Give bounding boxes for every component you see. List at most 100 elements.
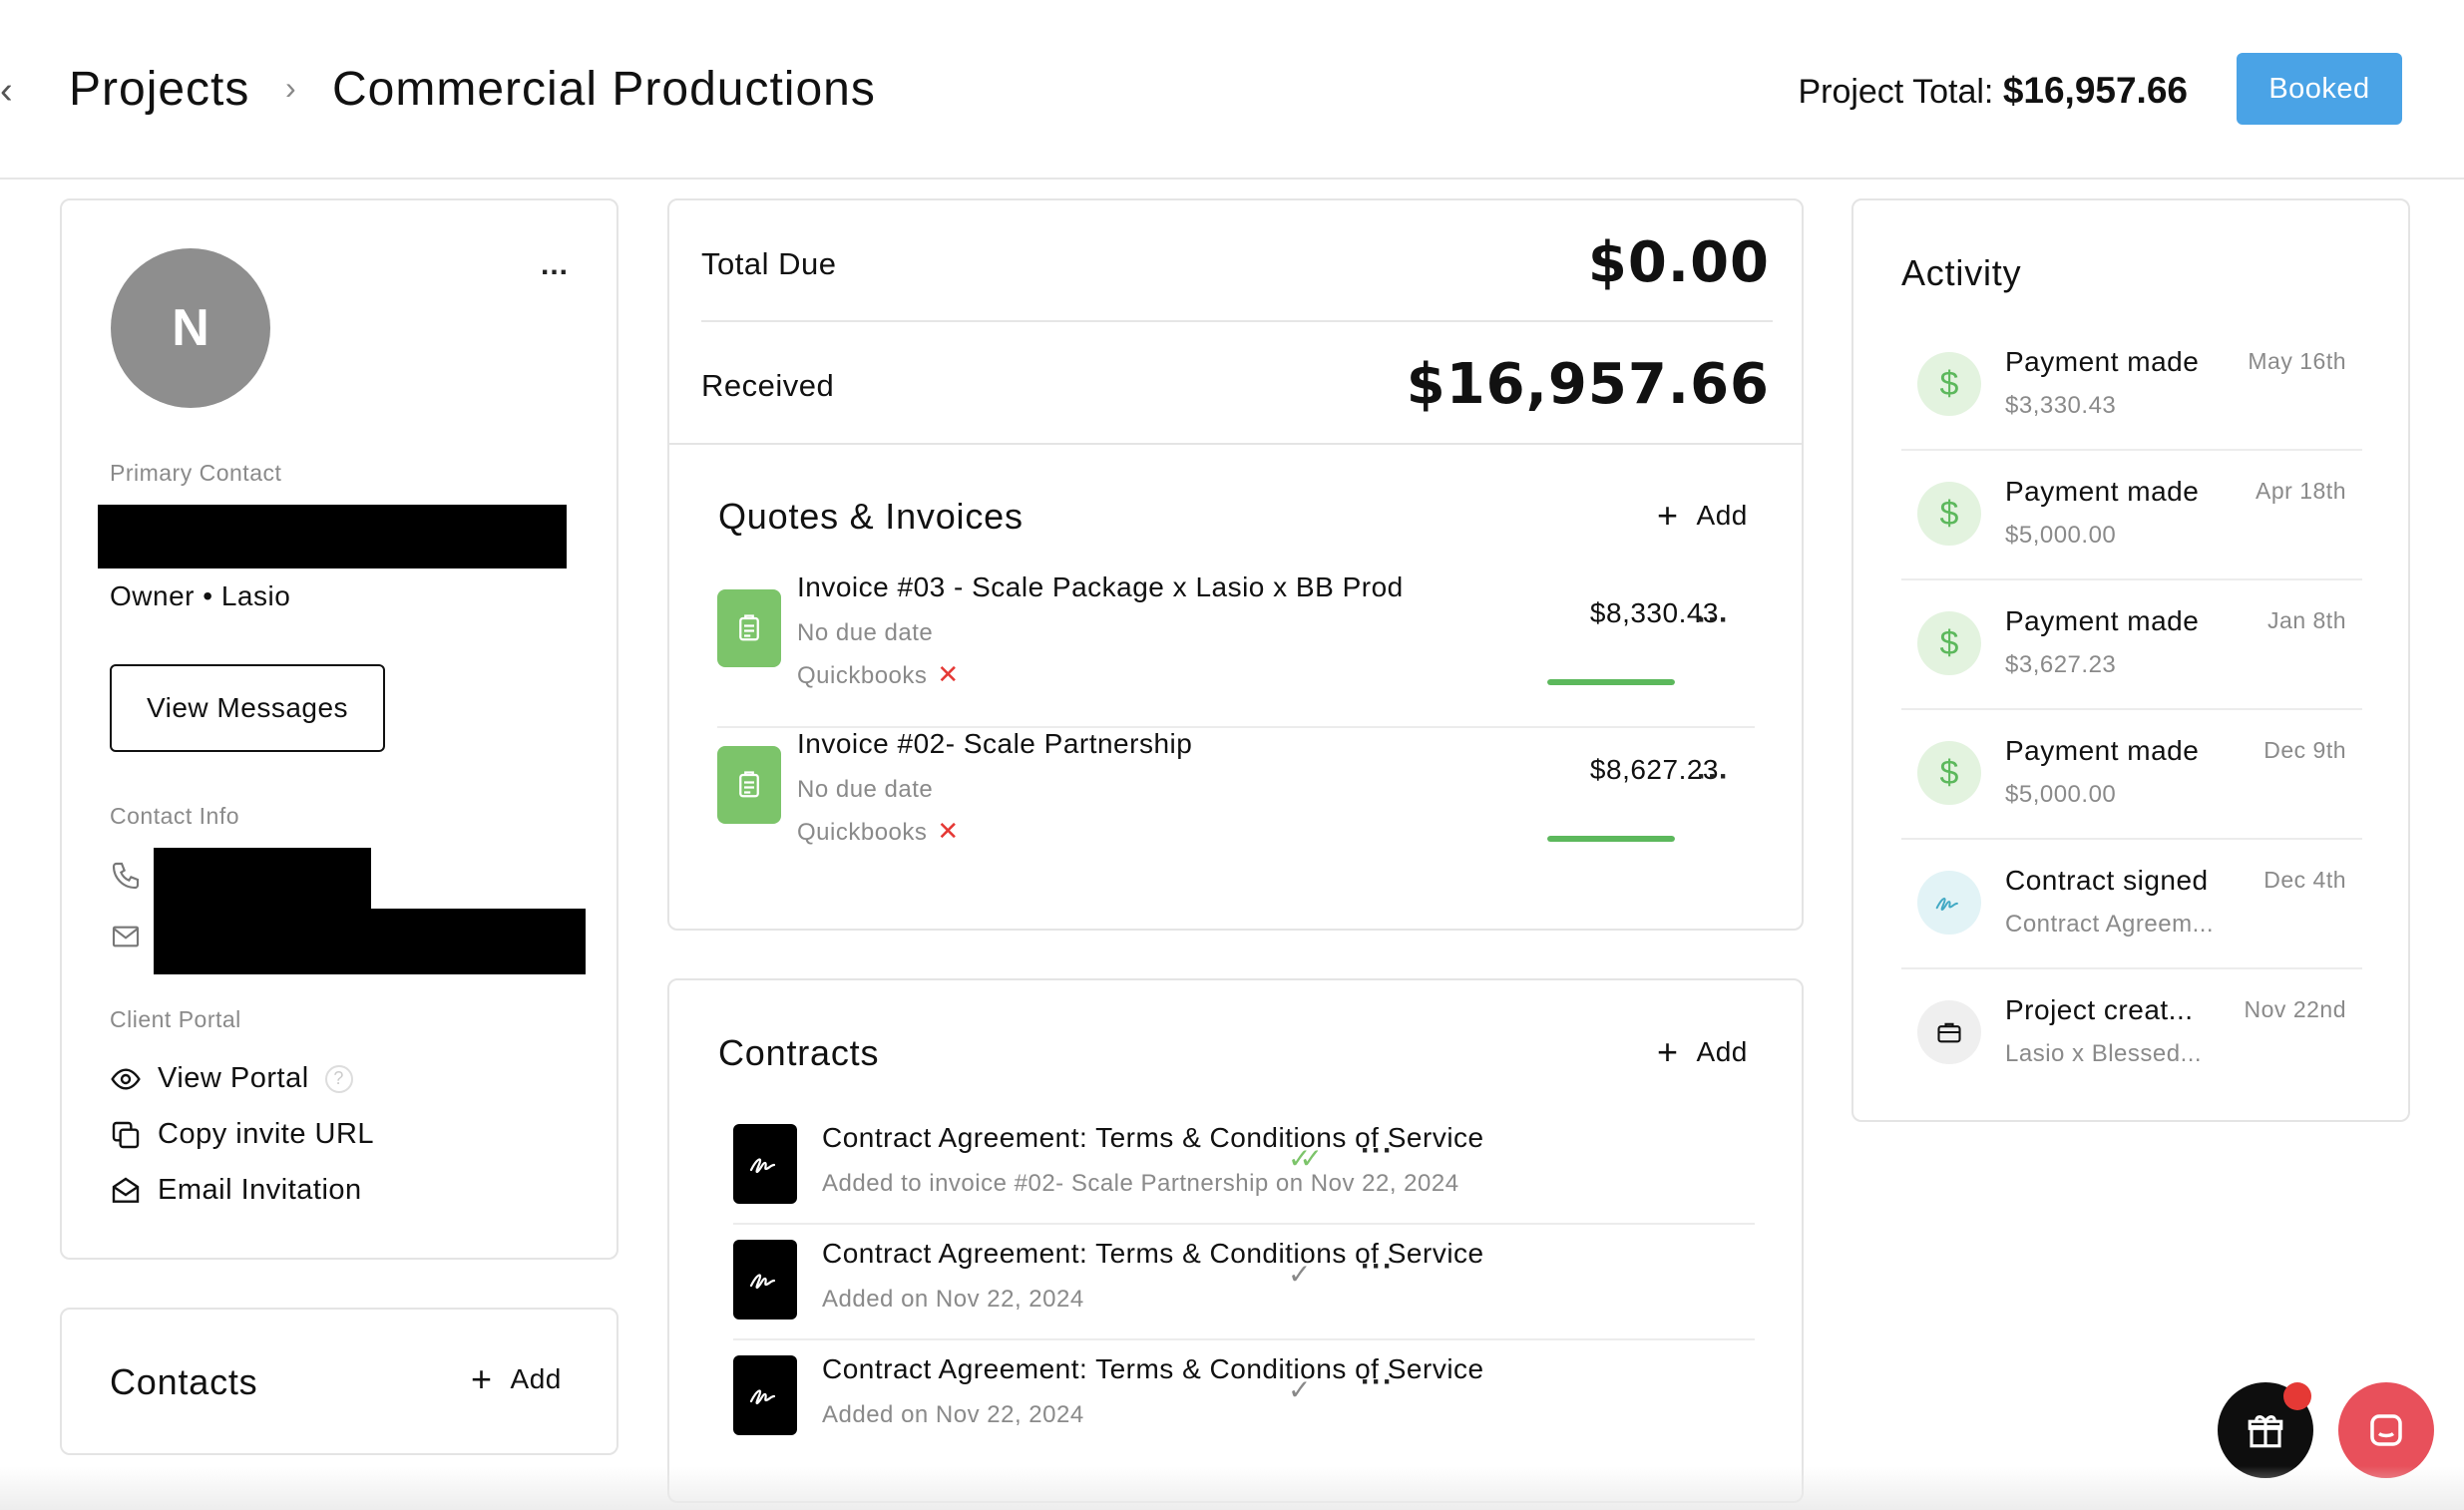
activity-item[interactable]: $ Payment made $3,330.43 May 16th xyxy=(1901,336,2362,466)
contract-more-button[interactable]: ··· xyxy=(1361,1250,1394,1283)
add-invoice-button[interactable]: + Add xyxy=(1657,498,1748,534)
quickbooks-label: Quickbooks xyxy=(797,662,928,689)
plus-icon: + xyxy=(1657,1031,1679,1072)
activity-item[interactable]: $ Payment made $5,000.00 Dec 9th xyxy=(1901,725,2362,855)
chat-button[interactable] xyxy=(2338,1382,2434,1478)
invoice-more-button[interactable]: ··· xyxy=(1697,603,1730,636)
activity-item[interactable]: Project creat... Lasio x Blessed... Nov … xyxy=(1901,984,2362,1114)
signature-icon xyxy=(733,1124,797,1204)
contacts-card: Contacts + Add xyxy=(60,1308,618,1455)
view-portal-link[interactable]: View Portal ? xyxy=(110,1062,353,1095)
add-contract-label: Add xyxy=(1696,1036,1748,1067)
contracts-card: Contracts + Add Contract Agreement: Term… xyxy=(667,978,1804,1503)
help-icon[interactable]: ? xyxy=(324,1064,353,1093)
invoice-progress-fill xyxy=(1547,679,1675,685)
close-icon: ✕ xyxy=(937,659,960,689)
divider xyxy=(1901,967,2362,969)
project-total-label: Project Total: xyxy=(1798,73,1994,111)
back-chevron-icon[interactable]: ‹ xyxy=(0,70,13,112)
signature-icon xyxy=(1917,871,1981,935)
activity-subtitle: $5,000.00 xyxy=(2005,781,2117,808)
primary-contact-label: Primary Contact xyxy=(110,460,282,486)
mail-icon xyxy=(110,921,142,957)
project-total-value: $16,957.66 xyxy=(2002,70,2188,111)
add-contact-button[interactable]: + Add xyxy=(471,1361,562,1397)
client-more-button[interactable]: ... xyxy=(541,248,570,281)
contract-more-button[interactable]: ··· xyxy=(1361,1365,1394,1398)
chat-icon xyxy=(2370,1414,2402,1446)
activity-item[interactable]: $ Payment made $3,627.23 Jan 8th xyxy=(1901,595,2362,725)
client-card: N ... Primary Contact Owner • Lasio View… xyxy=(60,198,618,1260)
briefcase-icon xyxy=(1917,1000,1981,1064)
email-invitation-label: Email Invitation xyxy=(158,1174,362,1206)
received-value: $16,957.66 xyxy=(1406,352,1770,417)
contract-row[interactable]: Contract Agreement: Terms & Conditions o… xyxy=(733,1353,1755,1465)
contract-row[interactable]: Contract Agreement: Terms & Conditions o… xyxy=(733,1238,1755,1349)
contract-title[interactable]: Contract Agreement: Terms & Conditions o… xyxy=(822,1238,1484,1269)
activity-subtitle: Contract Agreem... xyxy=(2005,911,2215,938)
divider xyxy=(1901,838,2362,840)
email-redacted xyxy=(154,909,586,974)
close-icon: ✕ xyxy=(937,816,960,846)
email-invitation-link[interactable]: Email Invitation xyxy=(110,1174,362,1207)
check-icon: ✓ xyxy=(1288,1259,1312,1290)
contact-info-label: Contact Info xyxy=(110,803,240,829)
eye-icon xyxy=(111,1067,141,1090)
divider xyxy=(1901,708,2362,710)
gift-button[interactable] xyxy=(2218,1382,2313,1478)
activity-subtitle: $5,000.00 xyxy=(2005,522,2117,549)
plus-icon: + xyxy=(471,1358,493,1399)
activity-title-text: Payment made xyxy=(2005,476,2200,507)
breadcrumb-chevron-icon: › xyxy=(285,70,296,106)
invoice-title[interactable]: Invoice #02- Scale Partnership xyxy=(797,728,1193,759)
activity-date: Nov 22nd xyxy=(2244,996,2346,1022)
invoice-due: No due date xyxy=(797,619,934,646)
activity-date: Dec 9th xyxy=(2263,737,2346,763)
divider xyxy=(701,320,1773,322)
activity-date: Dec 4th xyxy=(2263,867,2346,893)
gift-icon xyxy=(2248,1415,2283,1448)
activity-title-text: Payment made xyxy=(2005,735,2200,766)
copy-invite-url-link[interactable]: Copy invite URL xyxy=(110,1118,374,1151)
divider xyxy=(669,443,1802,445)
activity-title-text: Payment made xyxy=(2005,605,2200,636)
invoice-row[interactable]: Invoice #03 - Scale Package x Lasio x BB… xyxy=(717,571,1755,727)
contract-subtitle: Added to invoice #02- Scale Partnership … xyxy=(822,1170,1459,1197)
activity-item[interactable]: Contract signed Contract Agreem... Dec 4… xyxy=(1901,855,2362,984)
contract-row[interactable]: Contract Agreement: Terms & Conditions o… xyxy=(733,1122,1755,1234)
signature-icon xyxy=(733,1240,797,1320)
view-messages-button[interactable]: View Messages xyxy=(110,664,385,752)
contract-more-button[interactable]: ··· xyxy=(1361,1134,1394,1167)
dollar-icon: $ xyxy=(1917,741,1981,805)
divider xyxy=(1901,578,2362,580)
page-title: Commercial Productions xyxy=(332,63,876,116)
divider xyxy=(733,1338,1755,1340)
activity-item[interactable]: $ Payment made $5,000.00 Apr 18th xyxy=(1901,466,2362,595)
received-label: Received xyxy=(701,368,835,403)
invoice-title[interactable]: Invoice #03 - Scale Package x Lasio x BB… xyxy=(797,571,1404,602)
status-booked-button[interactable]: Booked xyxy=(2237,53,2402,125)
invoice-icon xyxy=(717,589,781,667)
invoice-due: No due date xyxy=(797,776,934,803)
project-total: Project Total: $16,957.66 xyxy=(1798,70,2188,112)
activity-date: May 16th xyxy=(2248,348,2346,374)
dollar-icon: $ xyxy=(1917,352,1981,416)
invoice-more-button[interactable]: ··· xyxy=(1697,760,1730,793)
dollar-icon: $ xyxy=(1917,482,1981,546)
breadcrumb-projects[interactable]: Projects xyxy=(69,63,250,116)
invoice-row[interactable]: Invoice #02- Scale Partnership No due da… xyxy=(717,728,1755,884)
contract-title[interactable]: Contract Agreement: Terms & Conditions o… xyxy=(822,1353,1484,1384)
activity-title-text: Contract signed xyxy=(2005,865,2209,896)
double-check-icon: ✓✓ xyxy=(1288,1143,1323,1174)
add-contract-button[interactable]: + Add xyxy=(1657,1034,1748,1070)
contract-title[interactable]: Contract Agreement: Terms & Conditions o… xyxy=(822,1122,1484,1153)
invoice-icon xyxy=(717,746,781,824)
signature-icon xyxy=(733,1355,797,1435)
divider xyxy=(717,726,1755,728)
check-icon: ✓ xyxy=(1288,1374,1312,1405)
total-due-value: $0.00 xyxy=(1587,230,1770,295)
client-portal-label: Client Portal xyxy=(110,1006,241,1032)
invoice-sync-status: Quickbooks ✕ xyxy=(797,816,960,847)
phone-icon xyxy=(110,860,142,897)
phone-redacted xyxy=(154,848,371,914)
